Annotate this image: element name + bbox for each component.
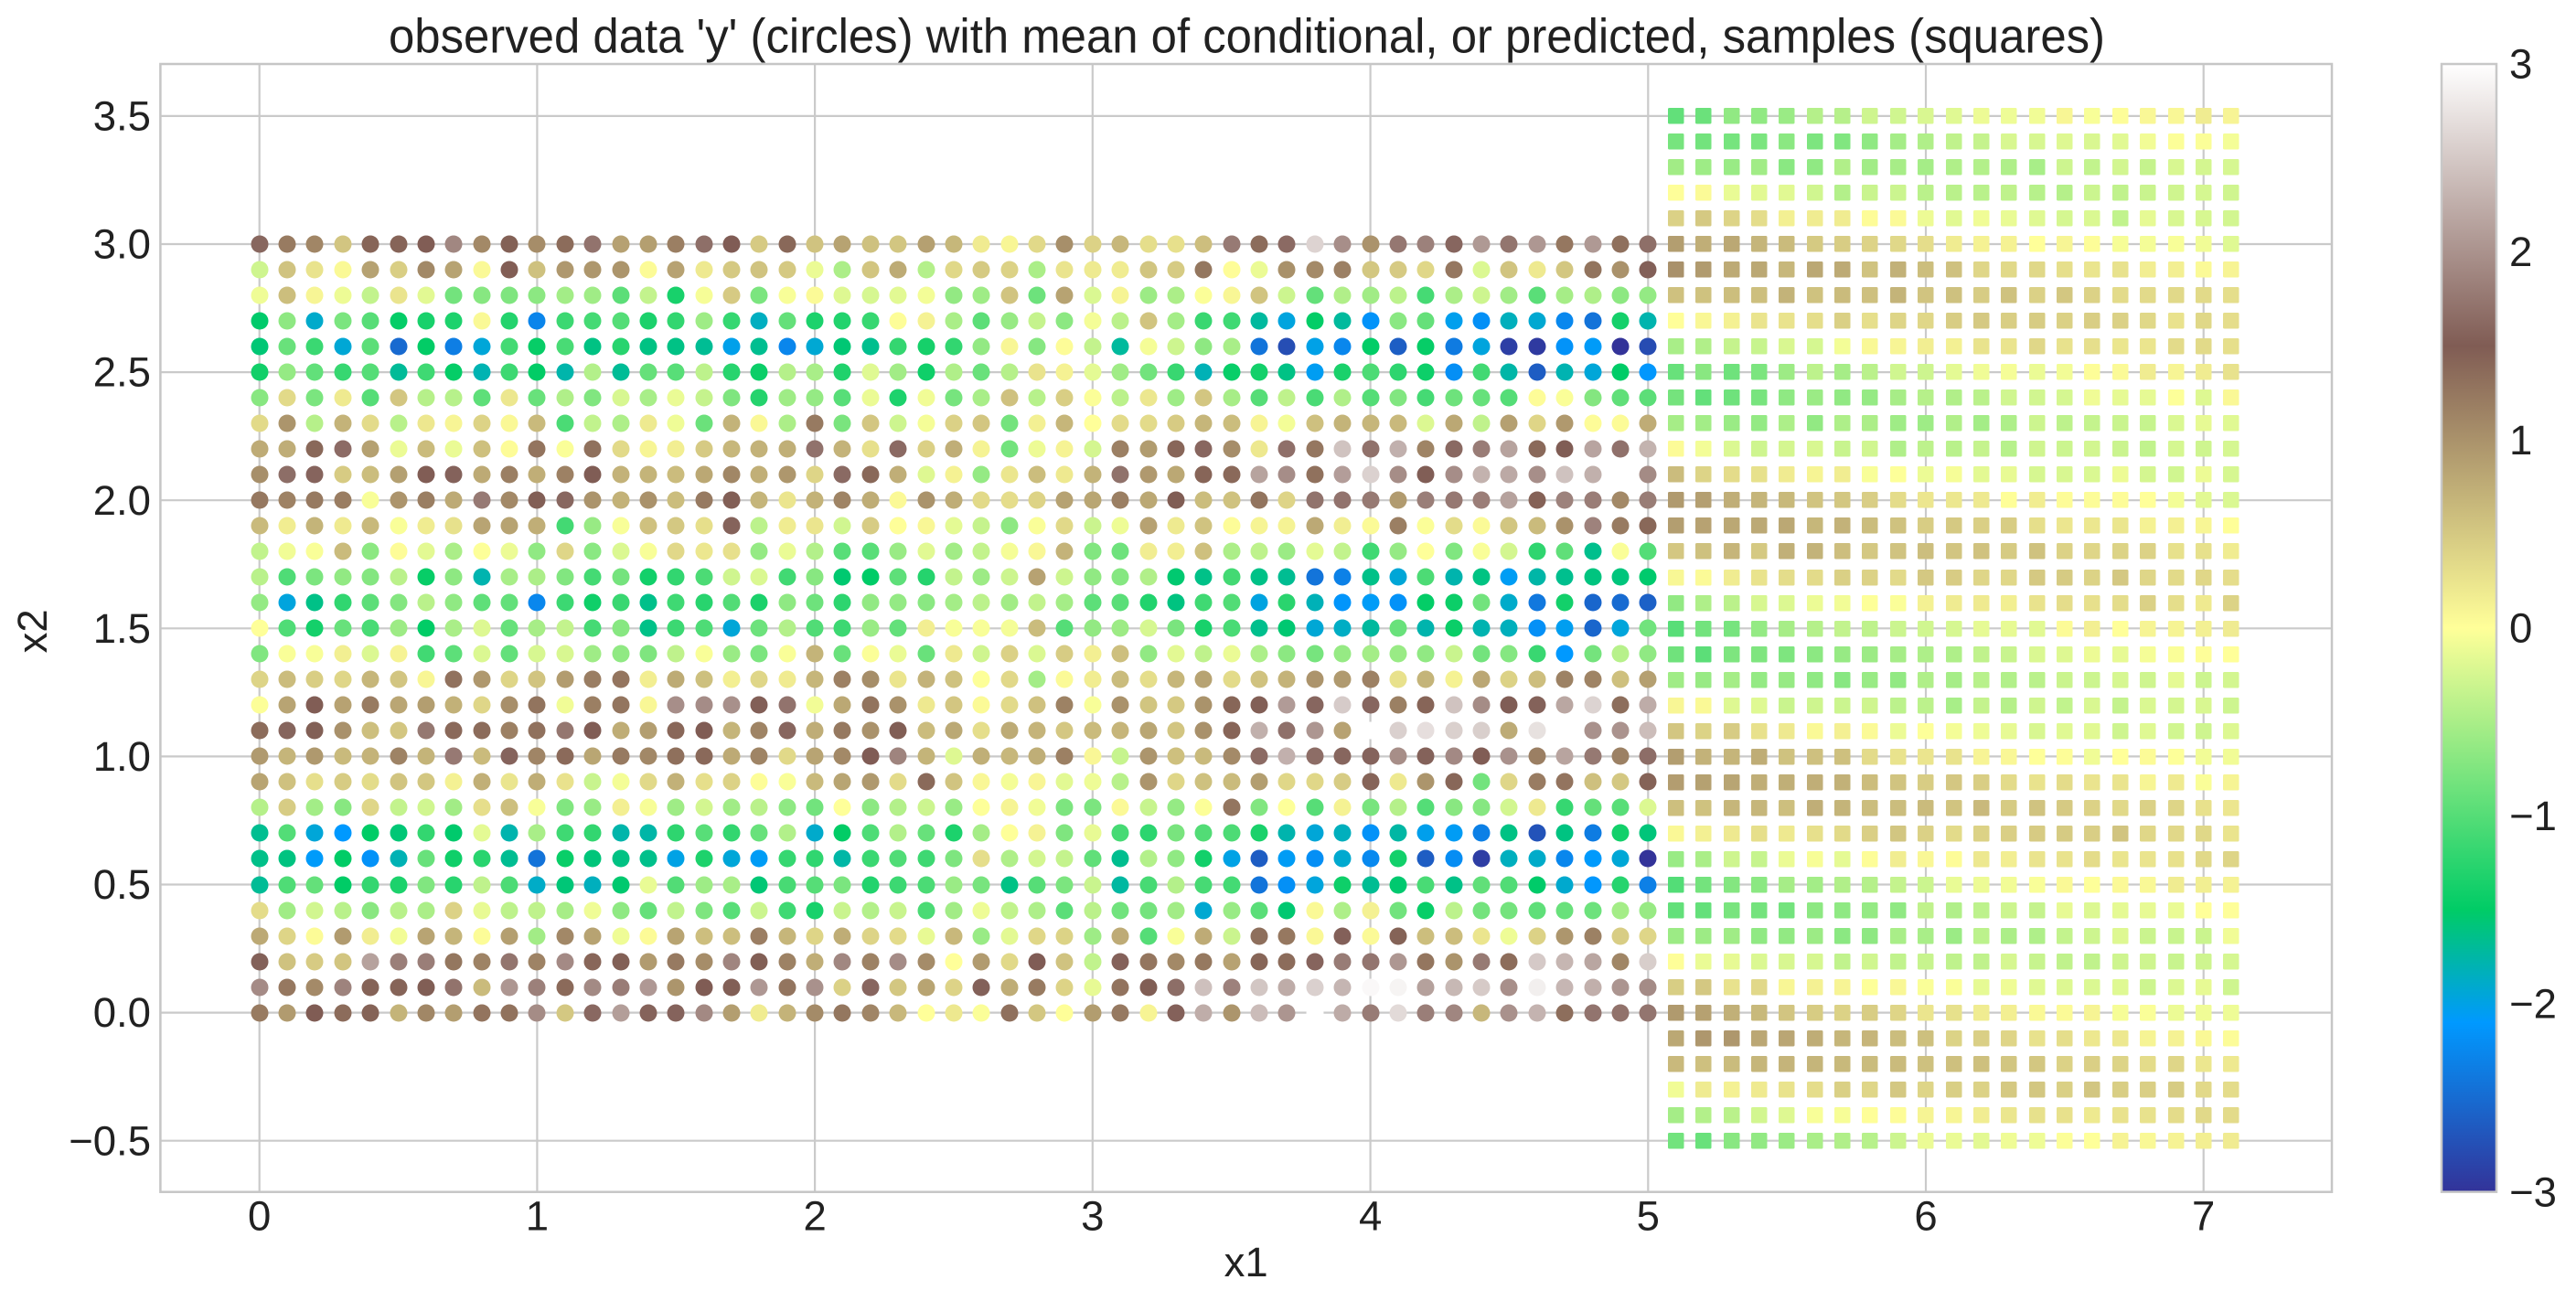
svg-text:1.0: 1.0: [93, 733, 151, 780]
svg-text:2: 2: [2509, 229, 2532, 275]
svg-text:3: 3: [2509, 41, 2532, 88]
svg-text:6: 6: [1914, 1193, 1937, 1240]
svg-text:−1: −1: [2509, 793, 2557, 839]
svg-text:2.0: 2.0: [93, 477, 151, 524]
svg-text:−0.5: −0.5: [69, 1117, 151, 1164]
svg-text:observed data 'y' (circles) wi: observed data 'y' (circles) with mean of…: [389, 10, 2105, 64]
svg-text:2.5: 2.5: [93, 349, 151, 396]
svg-text:7: 7: [2192, 1193, 2215, 1240]
svg-text:5: 5: [1637, 1193, 1660, 1240]
svg-text:4: 4: [1359, 1193, 1382, 1240]
svg-text:0: 0: [2509, 605, 2532, 652]
svg-text:0.5: 0.5: [93, 861, 151, 908]
svg-text:3.5: 3.5: [93, 93, 151, 140]
svg-text:3: 3: [1081, 1193, 1104, 1240]
svg-text:3.0: 3.0: [93, 221, 151, 268]
svg-text:2: 2: [803, 1193, 826, 1240]
svg-text:x2: x2: [9, 609, 56, 653]
svg-text:x1: x1: [1224, 1239, 1268, 1285]
svg-text:0.0: 0.0: [93, 989, 151, 1036]
svg-text:−2: −2: [2509, 981, 2557, 1028]
svg-text:−3: −3: [2509, 1168, 2557, 1215]
svg-text:1.5: 1.5: [93, 605, 151, 652]
svg-text:1: 1: [526, 1193, 549, 1240]
svg-text:0: 0: [248, 1193, 271, 1240]
svg-text:1: 1: [2509, 417, 2532, 464]
